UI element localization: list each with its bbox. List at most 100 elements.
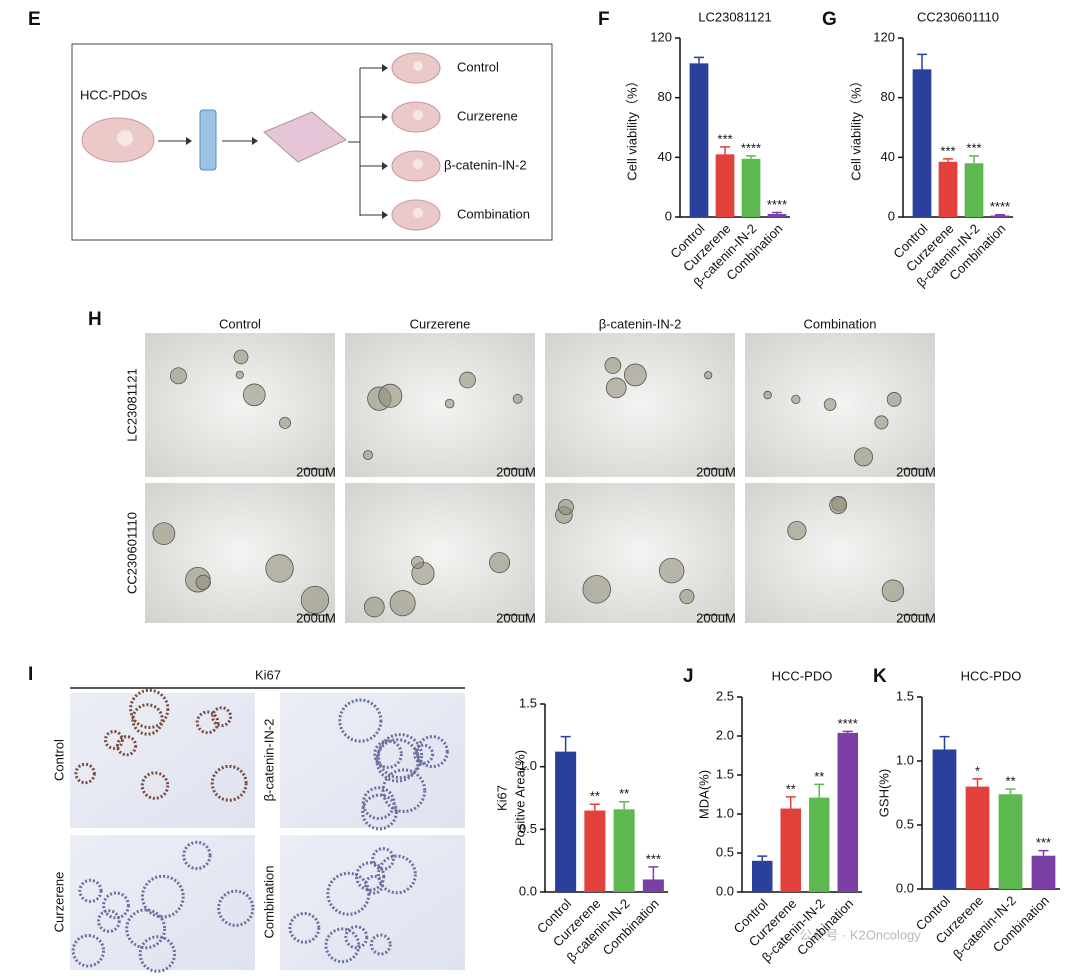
- y-tick-label: 0: [665, 208, 672, 223]
- y-tick-label: 1.5: [896, 688, 914, 703]
- bar: [938, 161, 958, 217]
- organoid: [233, 349, 249, 365]
- chart-title: HCC-PDO: [961, 668, 1022, 683]
- scale-bar-label: 200uM: [496, 464, 536, 479]
- organoid: [363, 450, 373, 461]
- organoid-icon: [117, 130, 133, 146]
- bar: [689, 63, 709, 217]
- row-label: LC23081121: [124, 368, 139, 442]
- organoid: [300, 585, 330, 615]
- panel-letter: J: [683, 666, 694, 687]
- y-tick-label: 1.0: [896, 752, 914, 767]
- y-tick-label: 0.5: [716, 844, 734, 859]
- column-label: Curzerene: [410, 316, 471, 331]
- bar: [998, 794, 1023, 889]
- significance: **: [590, 789, 600, 804]
- tissue: [71, 934, 106, 968]
- arrow-head: [382, 64, 388, 72]
- tissue: [344, 925, 369, 950]
- organoid: [853, 447, 874, 467]
- tissue: [140, 771, 170, 800]
- tissue: [364, 874, 384, 895]
- y-axis-label: MDA(%): [696, 770, 711, 819]
- significance: **: [786, 781, 796, 796]
- tissue: [211, 706, 233, 728]
- bar: [990, 215, 1010, 217]
- organoid: [265, 554, 294, 583]
- significance: **: [1005, 774, 1015, 789]
- arrow-head: [382, 113, 388, 121]
- organoid: [791, 394, 801, 404]
- significance: *: [975, 763, 980, 778]
- significance: ***: [940, 143, 955, 158]
- arm-label: β-catenin-IN-2: [444, 157, 527, 172]
- ihc-label: Combination: [261, 866, 276, 939]
- micrographs: Control Curzerene β-catenin-IN-2 Combinatio…: [124, 316, 935, 625]
- error-bar: [746, 155, 756, 159]
- branch: [348, 68, 361, 216]
- organoid: [823, 398, 837, 411]
- y-tick-label: 1.5: [519, 695, 537, 710]
- error-bar: [785, 796, 796, 809]
- y-tick-label: 0.0: [896, 880, 914, 895]
- ihc-images: Control β-catenin-IN-2 Curzerene Combinatio…: [51, 688, 465, 973]
- bar: [613, 809, 635, 892]
- column-label: Combination: [804, 316, 877, 331]
- chart-title: CC230601110: [917, 9, 999, 24]
- ihc-label: Control: [51, 739, 66, 781]
- chart-title: LC23081121: [698, 9, 772, 24]
- tissue: [415, 735, 449, 769]
- error-bar: [969, 155, 979, 164]
- tissue: [210, 764, 248, 802]
- organoid: [242, 383, 266, 407]
- y-tick-label: 40: [658, 149, 672, 164]
- organoid: [829, 496, 848, 514]
- y-tick-label: 120: [650, 29, 672, 44]
- tissue: [338, 698, 383, 743]
- organoid-icon: [413, 110, 423, 120]
- error-bar: [972, 778, 983, 787]
- tissue: [355, 861, 386, 892]
- arrow-head: [252, 137, 258, 145]
- tissue: [324, 927, 361, 964]
- error-bar: [943, 158, 953, 162]
- arm-label: Control: [457, 59, 499, 74]
- organoid: [235, 370, 244, 379]
- bar: [912, 69, 932, 217]
- tissue: [217, 889, 255, 927]
- error-bar: [720, 146, 730, 155]
- organoid: [604, 357, 622, 374]
- y-axis-label: Positive Area(%): [512, 750, 527, 846]
- plate-icon: [263, 111, 347, 163]
- panel-letter: K: [873, 666, 887, 687]
- error-bar: [772, 211, 782, 215]
- organoid: [763, 390, 772, 400]
- micrograph: [545, 333, 735, 477]
- scale-bar-label: 200uM: [696, 610, 736, 625]
- bar: [767, 214, 787, 217]
- y-tick-label: 1.5: [716, 766, 734, 781]
- organoid: [787, 520, 807, 541]
- tissue: [371, 847, 395, 871]
- organoid: [704, 371, 713, 380]
- ihc-image: [70, 835, 255, 970]
- y-tick-label: 0: [888, 208, 895, 223]
- organoid: [658, 557, 685, 584]
- error-bar: [589, 803, 600, 811]
- tissue: [115, 735, 138, 757]
- error-bar: [757, 855, 768, 861]
- error-bar: [814, 783, 825, 798]
- bar: [555, 751, 577, 892]
- error-bar: [995, 214, 1005, 216]
- y-axis-label: GSH(%): [876, 769, 891, 817]
- error-bar: [917, 53, 927, 70]
- ihc-image: [280, 693, 465, 828]
- y-tick-label: 0.5: [896, 816, 914, 831]
- chart-title: HCC-PDO: [772, 668, 833, 683]
- significance: ***: [966, 140, 981, 155]
- organoid: [605, 377, 627, 399]
- tissue: [78, 878, 103, 903]
- tissue: [129, 688, 170, 729]
- tissue: [140, 874, 185, 919]
- y-tick-label: 0.0: [519, 883, 537, 898]
